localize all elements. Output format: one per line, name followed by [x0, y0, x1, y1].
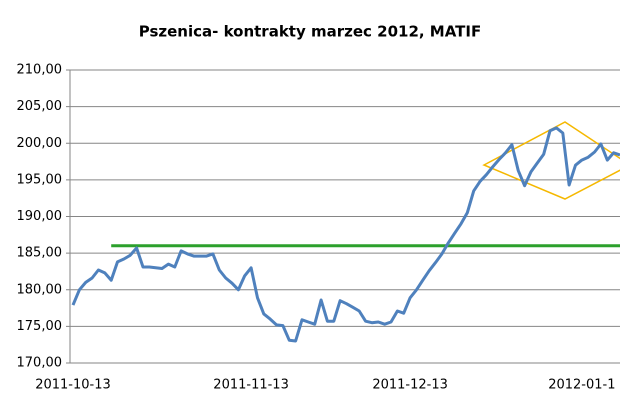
y-tick-label: 190,00 [17, 209, 63, 224]
y-tick-label: 185,00 [17, 246, 63, 261]
x-tick-label: 2012-01-1 [548, 378, 615, 393]
y-tick-label: 200,00 [17, 136, 63, 151]
x-tick-label: 2011-10-13 [35, 378, 111, 393]
y-tick-label: 205,00 [17, 99, 63, 114]
y-tick-label: 195,00 [17, 172, 63, 187]
y-tick-label: 170,00 [17, 356, 63, 371]
data-line [71, 126, 620, 343]
y-tick-label: 175,00 [17, 319, 63, 334]
x-tick-label: 2011-11-13 [213, 378, 289, 393]
chart-title: Pszenica- kontrakty marzec 2012, MATIF [139, 23, 482, 41]
y-tick-label: 180,00 [17, 282, 63, 297]
x-tick-label: 2011-12-13 [372, 378, 448, 393]
annotation-diamond [482, 121, 620, 200]
y-tick-label: 210,00 [17, 63, 63, 78]
